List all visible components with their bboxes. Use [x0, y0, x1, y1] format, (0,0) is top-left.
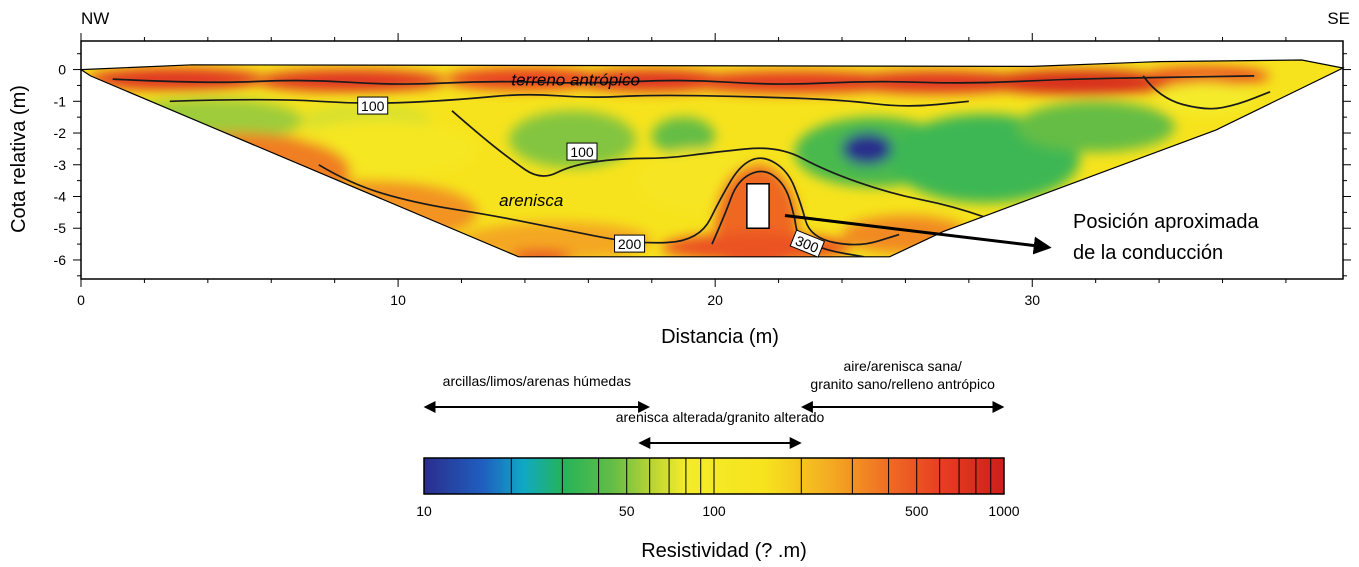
y-tick-label: -3 — [54, 157, 67, 173]
resistivity-anomaly — [255, 69, 446, 92]
contour-line — [112, 75, 1255, 85]
resistivity-anomaly — [445, 67, 605, 91]
contour-label: 100 — [357, 96, 389, 115]
y-axis-label: Cota relativa (m) — [8, 85, 30, 233]
resistivity-anomaly — [984, 69, 1175, 95]
colorbar-tick-label: 100 — [702, 503, 726, 519]
plot-frame — [80, 40, 1344, 280]
y-tick-label: -6 — [54, 252, 67, 268]
contour-label-text: 100 — [361, 98, 385, 114]
section-fill — [81, 60, 1343, 257]
resistivity-anomaly — [842, 133, 893, 165]
contour-line — [169, 93, 969, 107]
callout-text-line1: Posición aproximada — [1073, 211, 1260, 233]
contour-label-box — [789, 229, 826, 258]
x-tick-label: 0 — [77, 292, 85, 308]
colorbar-label: Resistividad (? .m) — [641, 540, 807, 562]
range-label-line1: aire/arenisca sana/ — [844, 358, 962, 374]
contour-label-box — [614, 234, 646, 253]
x-axis-label: Distancia (m) — [661, 326, 779, 348]
resistivity-anomaly — [509, 110, 636, 168]
orientation-right-label: SE — [1327, 9, 1350, 28]
resistivity-anomaly — [651, 117, 716, 156]
callout-arrow — [784, 214, 1052, 255]
x-tick-label: 20 — [707, 292, 723, 308]
callout-text-line2: de la conducción — [1073, 242, 1223, 264]
colorbar-boundaries — [510, 458, 992, 494]
resistivity-anomaly — [683, 71, 906, 94]
colorbar-tick-label: 1000 — [988, 503, 1019, 519]
y-tick-label: -1 — [54, 93, 67, 109]
contour-label: 100 — [566, 142, 598, 161]
geology-annotation: arenisca — [499, 191, 563, 210]
x-axis-ticks: 0 10 20 30 — [77, 33, 1287, 308]
contour-line — [451, 110, 1017, 230]
range-label: arcillas/limos/arenas húmedas — [443, 373, 631, 389]
y-tick-label: 0 — [58, 62, 66, 78]
range-label-line2: granito sano/relleno antrópico — [810, 376, 995, 392]
contour-label-text: 100 — [570, 144, 594, 160]
orientation-left-label: NW — [81, 9, 109, 28]
y-tick-label: -2 — [54, 125, 67, 141]
y-tick-label: -5 — [54, 220, 67, 236]
resistivity-anomaly — [1016, 101, 1175, 153]
contour-label: 200 — [614, 234, 646, 253]
range-label: arenisca alterada/granito alterado — [616, 409, 825, 425]
contour-label-text: 200 — [618, 236, 642, 252]
contour-labels: 100 100 200 300 — [357, 96, 826, 258]
y-axis-ticks: 0 -1 -2 -3 -4 -5 -6 — [54, 53, 1351, 277]
contour-line — [1142, 75, 1271, 110]
x-tick-label: 30 — [1024, 292, 1040, 308]
resistivity-anomaly — [461, 221, 652, 257]
colorbar-tick-label: 10 — [416, 503, 432, 519]
pipe-marker — [746, 183, 770, 229]
contour-label-box — [357, 96, 389, 115]
geology-annotations: terreno antrópico arenisca — [499, 70, 640, 210]
x-tick-label: 10 — [390, 292, 406, 308]
contour-label-box — [566, 142, 598, 161]
resistivity-anomaly — [255, 180, 478, 245]
y-tick-label: -4 — [54, 188, 67, 204]
contour-label: 300 — [789, 229, 826, 258]
colorbar-tick-label: 500 — [905, 503, 929, 519]
resistivity-anomaly — [87, 67, 265, 91]
colorbar-tick-labels: 10 50 100 500 1000 — [416, 503, 1020, 519]
geology-annotation: terreno antrópico — [511, 70, 640, 89]
section-outline — [79, 59, 1345, 258]
resistivity-ranges: arcillas/limos/arenas húmedas arenisca al… — [423, 358, 1005, 449]
colorbar-tick-label: 50 — [619, 503, 635, 519]
